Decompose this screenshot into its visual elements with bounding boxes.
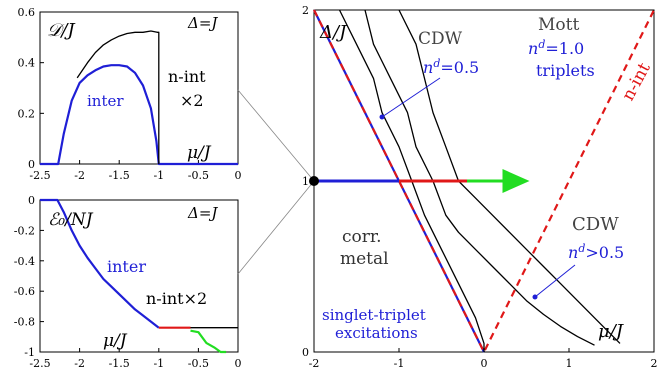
singlet-label-2: excitations	[335, 324, 418, 342]
r-xtick-label: 0	[481, 357, 488, 370]
tl-series-n-int-2	[76, 30, 160, 164]
r-xtick-label: 2	[651, 357, 658, 370]
connector-bottom	[237, 180, 315, 275]
r-series-black-3	[398, 9, 621, 344]
triplets-label: triplets	[536, 61, 595, 80]
bl-ytick-label: -1	[24, 346, 35, 359]
bl-xtick-label: -1	[153, 357, 164, 370]
bl-corner-note: Δ=J	[187, 204, 218, 222]
bl-xtick-label: -2	[74, 357, 85, 370]
nint-rotated-label: n-int	[618, 59, 654, 104]
r-ytick-label: 2	[302, 4, 309, 17]
bl-xtick-label: -2.5	[29, 357, 50, 370]
tl-xlabel: μ/J	[187, 143, 212, 163]
r-xlabel: μ/J	[598, 321, 625, 342]
reference-point	[309, 176, 319, 186]
nd-top-label: nd=0.5	[423, 57, 479, 78]
nd-right-dot	[532, 294, 538, 300]
mott-label: Mott	[538, 15, 579, 35]
r-xtick-label: 1	[566, 357, 573, 370]
r-ytick-label: 1	[302, 175, 309, 188]
bl-ytick-label: -0.8	[14, 316, 35, 329]
top-left-frame	[39, 11, 239, 165]
tl-xtick-label: -1	[153, 169, 164, 182]
bl-xtick-label: 0	[235, 357, 242, 370]
bl-nint-label: n-int×2	[146, 289, 207, 308]
right-phase-diagram: -2 -1 0 1 2 0 1 2 Δ/J μ/J CDW nd=0.5 Mott nd=1.…	[302, 4, 658, 370]
bl-ytick-label: -0.6	[14, 285, 35, 298]
bl-ytick-label: -0.2	[14, 224, 35, 237]
bl-series-inter	[40, 198, 160, 329]
tl-ytick-label: 0.2	[18, 107, 36, 120]
nd-right-label: nd>0.5	[568, 242, 624, 263]
r-series-red-dashed	[313, 9, 655, 354]
nd-right-pointer	[534, 264, 576, 298]
nd-mott-label: nd=1.0	[528, 38, 584, 59]
tl-ytick-label: 0.6	[18, 6, 36, 19]
bl-series-green	[190, 329, 227, 354]
singlet-label-1: singlet-triplet	[322, 306, 426, 324]
tl-inter-label: inter	[87, 92, 124, 110]
tl-xtick-label: 0	[235, 169, 242, 182]
bl-ylabel: ℰ₀/NJ	[48, 210, 94, 230]
nd-top-dot	[379, 114, 385, 120]
connector-top	[237, 89, 315, 182]
cdw-top-label: CDW	[418, 29, 463, 49]
top-left-chart: -2.5 -2 -1.5 -1 -0.5 000.20.40.6 𝒟/J Δ=J μ/J …	[18, 6, 242, 182]
tl-ylabel: 𝒟/J	[47, 20, 76, 41]
bl-ytick-label: -0.4	[14, 255, 35, 268]
r-ylabel: Δ/J	[319, 22, 348, 43]
r-xtick-label: -2	[309, 357, 320, 370]
r-series-black-2	[364, 9, 595, 346]
bl-xlabel: μ/J	[103, 331, 128, 351]
nd-top-pointer	[381, 77, 441, 118]
r-series-black-1	[338, 9, 485, 352]
r-xtick-label: -1	[394, 357, 405, 370]
cdw-right-label: CDW	[572, 214, 619, 235]
corr-label: corr.	[342, 227, 382, 247]
tl-xtick-label: -2	[74, 169, 85, 182]
tl-ytick-label: 0	[28, 158, 35, 171]
bl-inter-label: inter	[107, 257, 146, 276]
tl-xtick-label: -1.5	[109, 169, 130, 182]
tl-nint-label: n-int	[168, 67, 206, 86]
tl-corner-note: Δ=J	[187, 14, 218, 32]
bl-xtick-label: -0.5	[188, 357, 209, 370]
tl-xtick-label: -2.5	[29, 169, 50, 182]
tl-series-inter	[40, 64, 238, 166]
metal-label: metal	[340, 249, 389, 269]
tl-xtick-label: -0.5	[188, 169, 209, 182]
tl-x2-label: ×2	[180, 91, 204, 110]
bl-ytick-label: 0	[28, 194, 35, 207]
bl-xtick-label: -1.5	[109, 357, 130, 370]
r-ytick-label: 0	[302, 346, 309, 359]
bottom-left-frame	[39, 199, 239, 353]
tl-ytick-label: 0.4	[18, 57, 36, 70]
bottom-left-chart: -2.5 -2 -1.5 -1 -0.5 0 0 -0.2 -0.4 -0.6 -0.8 -1 ℰ₀/…	[14, 194, 242, 370]
